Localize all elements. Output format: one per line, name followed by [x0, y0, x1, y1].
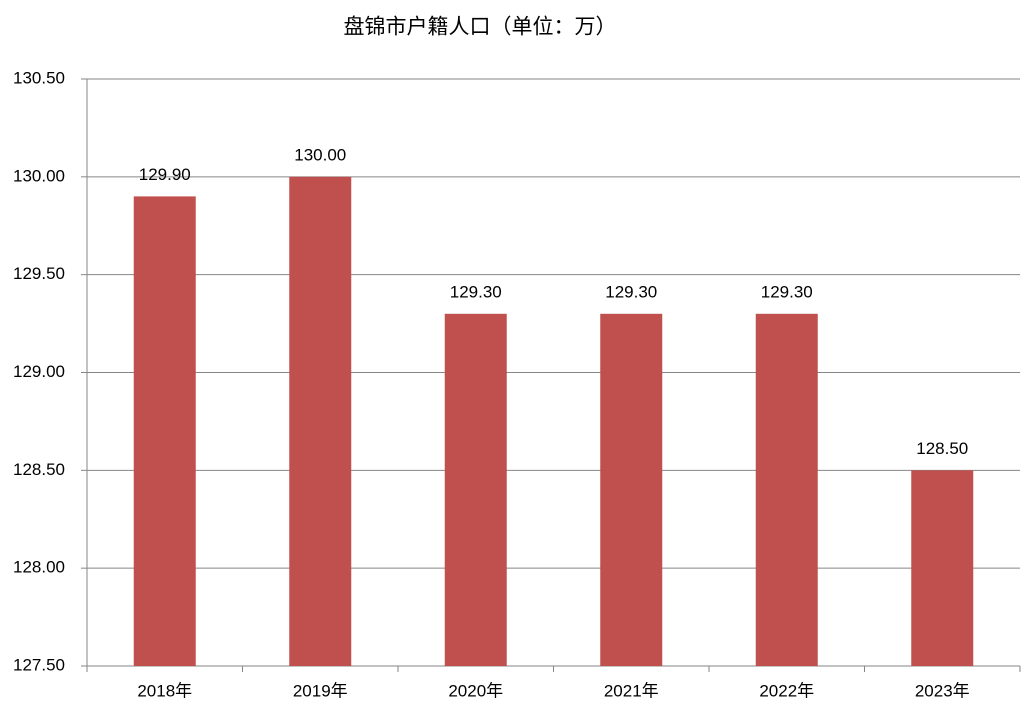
bar — [133, 196, 196, 666]
value-label: 129.30 — [450, 282, 502, 301]
x-tick-label: 2022年 — [759, 681, 814, 700]
value-label: 129.30 — [605, 282, 657, 301]
x-tick-label: 2019年 — [293, 681, 348, 700]
x-tick-label: 2020年 — [448, 681, 503, 700]
value-label: 128.50 — [916, 439, 968, 458]
value-label: 129.30 — [761, 282, 813, 301]
x-tick-label: 2023年 — [915, 681, 970, 700]
bar — [755, 313, 818, 666]
bar — [289, 176, 352, 667]
y-tick-label: 128.00 — [13, 558, 65, 577]
y-tick-label: 130.50 — [13, 68, 65, 87]
value-label: 129.90 — [139, 165, 191, 184]
chart-title: 盘锦市户籍人口（单位：万） — [344, 16, 617, 39]
bar — [911, 470, 974, 666]
y-tick-label: 129.50 — [13, 264, 65, 283]
y-tick-label: 130.00 — [13, 166, 65, 185]
y-tick-label: 128.50 — [13, 460, 65, 479]
y-tick-label: 127.50 — [13, 655, 65, 674]
y-tick-label: 129.00 — [13, 362, 65, 381]
bar — [444, 313, 507, 666]
x-tick-label: 2018年 — [137, 681, 192, 700]
value-label: 130.00 — [294, 145, 346, 164]
bar — [600, 313, 663, 666]
x-tick-label: 2021年 — [604, 681, 659, 700]
